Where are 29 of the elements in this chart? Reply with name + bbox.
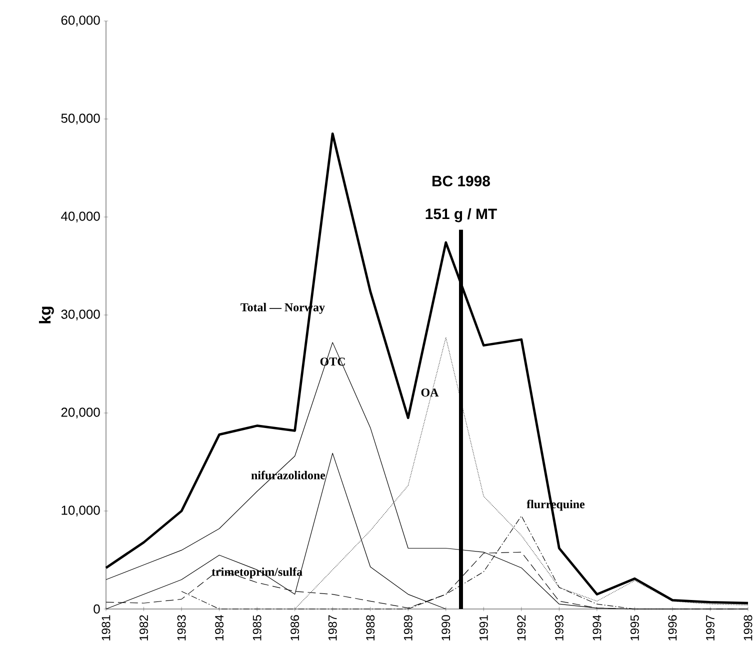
x-tick-label: 1987	[328, 615, 337, 640]
x-tick-label: 1981	[102, 615, 110, 640]
ref-line-label: 151 g / MT	[426, 208, 497, 222]
y-tick-label: 20,000	[61, 408, 100, 418]
x-tick-label: 1990	[442, 615, 450, 640]
y-axis-title: kg	[38, 306, 54, 324]
x-tick-label: 1986	[290, 615, 300, 640]
x-tick-label: 1988	[366, 615, 375, 640]
y-tick-label: 0	[94, 604, 100, 614]
y-tick-label: 50,000	[61, 114, 100, 124]
x-tick-label: 1995	[630, 615, 639, 640]
y-tick-label: 30,000	[61, 310, 100, 320]
x-tick-label: 1982	[140, 615, 148, 640]
y-tick-label: 40,000	[61, 212, 100, 222]
x-tick-label: 1992	[517, 615, 526, 640]
x-tick-label: 1997	[706, 615, 714, 640]
x-tick-label: 1996	[668, 615, 677, 640]
x-tick-label: 1998	[744, 615, 752, 640]
y-tick-label: 60,000	[61, 16, 100, 26]
x-tick-label: 1984	[215, 615, 224, 640]
x-tick-label: 1989	[404, 615, 412, 640]
series-label: OA	[421, 388, 439, 397]
annotation: BC 1998	[432, 176, 490, 186]
x-tick-label: 1985	[252, 615, 262, 640]
x-tick-label: 1993	[554, 615, 564, 640]
x-tick-label: 1994	[592, 615, 602, 640]
x-tick-label: 1983	[177, 615, 186, 640]
x-tick-label: 1991	[479, 615, 488, 640]
y-tick-label: 10,000	[62, 506, 100, 516]
